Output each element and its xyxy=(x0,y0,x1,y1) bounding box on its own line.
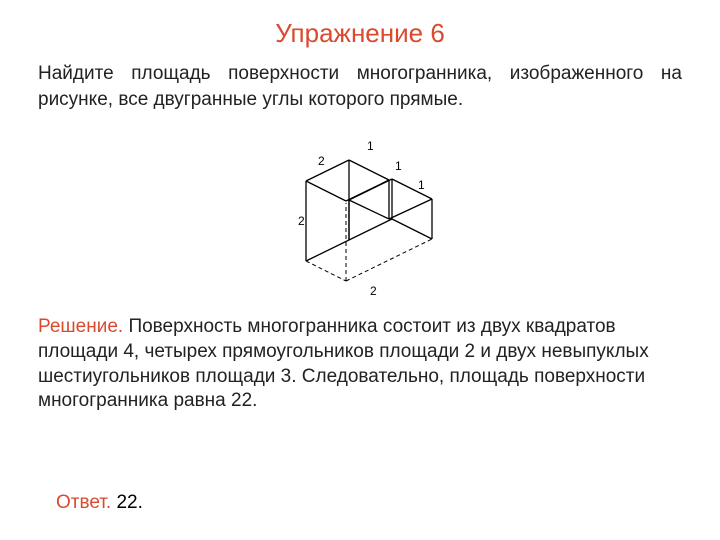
dim-left-top: 2 xyxy=(318,154,325,168)
answer-block: Ответ. 22. xyxy=(18,492,181,514)
polyhedron-figure: 1 2 1 2 1 2 xyxy=(260,120,460,300)
dim-top: 1 xyxy=(367,139,374,153)
dim-left-side: 2 xyxy=(298,214,305,228)
solution-label: Решение. xyxy=(38,316,123,337)
solution-text: Поверхность многогранника состоит из дву… xyxy=(38,316,649,411)
dim-right-top: 1 xyxy=(395,159,402,173)
solution-block: Решение. Поверхность многогранника состо… xyxy=(0,311,720,414)
answer-text: 22. xyxy=(111,492,143,513)
dim-bottom: 2 xyxy=(370,284,377,298)
exercise-title: Упражнение 6 xyxy=(0,0,720,61)
problem-text: Найдите площадь поверхности многогранник… xyxy=(0,61,720,112)
answer-label: Ответ. xyxy=(56,492,111,513)
figure-container: 1 2 1 2 1 2 xyxy=(0,112,720,311)
dim-right-side: 1 xyxy=(418,178,425,192)
